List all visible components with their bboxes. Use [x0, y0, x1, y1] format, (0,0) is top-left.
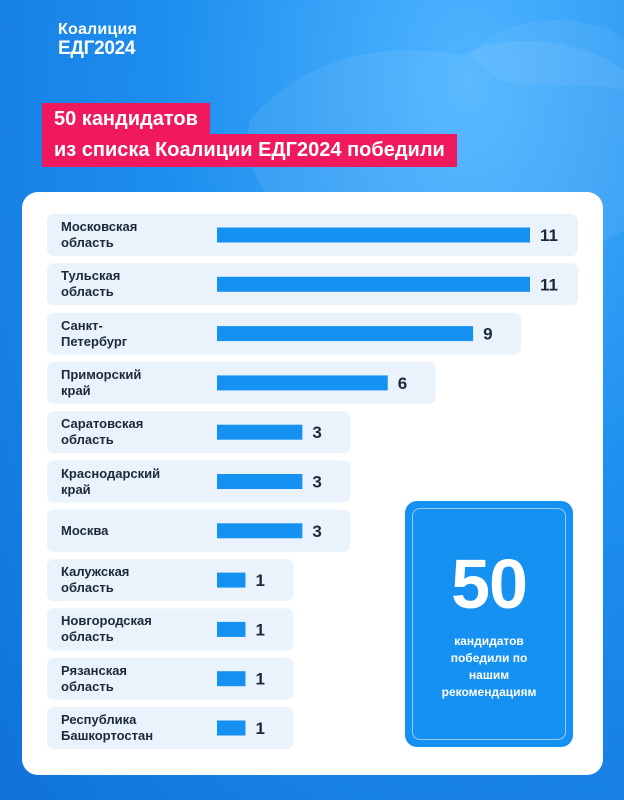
bar-value-label: 1: [255, 719, 264, 738]
category-label: Новгородская область: [61, 613, 201, 645]
category-label-line: Республика: [61, 712, 137, 727]
total-box: 50 кандидатов победили по нашим рекоменд…: [405, 501, 573, 747]
row-background: [47, 509, 351, 552]
category-label-line: Новгородская: [61, 613, 152, 629]
bar: [217, 572, 246, 588]
category-label: Московская область: [61, 219, 201, 251]
bar-value-label: 3: [312, 473, 321, 492]
category-label-line: область: [61, 284, 114, 300]
bar: [217, 523, 303, 539]
category-label: Приморский край: [61, 367, 201, 399]
category-label: Республика Башкортостан: [61, 712, 201, 744]
category-label: Краснодарский край: [61, 466, 201, 498]
bar-value-label: 11: [540, 226, 558, 245]
bar-value-label: 9: [483, 325, 492, 344]
category-label-line: Петербург: [61, 333, 128, 349]
row-background: [47, 559, 294, 602]
category-label-line: Санкт-: [61, 317, 103, 333]
category-label-line: область: [61, 432, 114, 448]
logo-line-1: Коалиция: [58, 21, 138, 38]
category-label: Москва: [61, 523, 201, 539]
category-label: Саратовская область: [61, 416, 201, 448]
row-background: [47, 411, 351, 454]
total-value: 50: [451, 545, 528, 623]
category-label: Калужская область: [61, 564, 201, 596]
bar-value-label: 6: [398, 374, 407, 393]
category-label-line: Московская: [61, 219, 138, 234]
bar-value-label: 1: [255, 571, 264, 590]
bar-value-label: 3: [312, 423, 321, 442]
headline-line-1: 50 кандидатов: [42, 103, 210, 136]
category-label-line: Калужская: [61, 564, 130, 580]
category-label-line: край: [61, 481, 91, 497]
bar: [217, 375, 388, 391]
bar: [217, 621, 246, 637]
row-background: [47, 657, 294, 700]
bar: [217, 276, 530, 292]
bar: [217, 326, 474, 342]
logo-line-2: ЕДГ2024: [58, 38, 136, 59]
category-label-line: Тульская: [61, 268, 121, 284]
total-caption-line: рекомендациям: [441, 685, 537, 699]
total-caption-line: нашим: [468, 668, 510, 682]
logo: Коалиция ЕДГ2024: [58, 21, 138, 59]
total-caption: кандидатов победили по нашим рекомендаци…: [417, 633, 561, 701]
total-box-border: [412, 508, 566, 740]
category-label-line: Краснодарский: [61, 465, 161, 481]
bar: [217, 424, 303, 440]
category-label: Тульская область: [61, 268, 201, 300]
category-label: Рязанская область: [61, 663, 201, 695]
category-label-line: Саратовская: [61, 416, 144, 432]
category-label: Санкт- Петербург: [61, 318, 201, 350]
category-label-line: область: [61, 678, 114, 694]
total-caption-line: кандидатов: [454, 634, 524, 648]
category-label-line: Приморский: [61, 366, 142, 382]
category-label-line: край: [61, 382, 91, 398]
row-background: [47, 608, 294, 651]
category-label-line: Рязанская: [61, 662, 128, 678]
category-label-line: Башкортостан: [61, 728, 154, 743]
category-label-line: Москва: [61, 522, 109, 538]
bar-value-label: 1: [255, 620, 264, 639]
total-caption-line: победили по: [450, 651, 528, 665]
bar: [217, 720, 246, 736]
row-background: [47, 460, 351, 503]
bar-value-label: 11: [540, 275, 558, 294]
bar: [217, 227, 530, 243]
bar: [217, 474, 303, 489]
category-label-line: область: [61, 580, 114, 596]
bar: [217, 671, 246, 687]
headline-line-2: из списка Коалиции ЕДГ2024 победили: [42, 134, 457, 167]
bar-value-label: 3: [312, 522, 321, 541]
bar-value-label: 1: [255, 670, 264, 689]
row-background: [47, 707, 294, 749]
category-label-line: область: [61, 235, 114, 250]
category-label-line: область: [61, 629, 114, 645]
